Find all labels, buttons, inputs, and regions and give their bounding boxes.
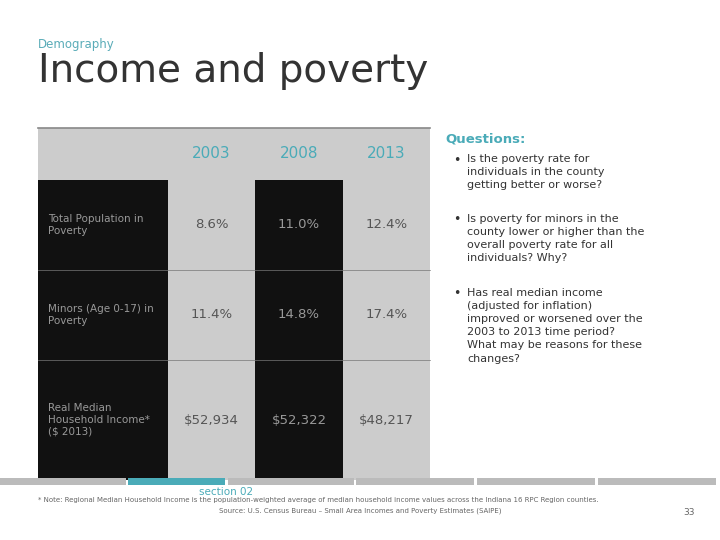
Bar <box>128 478 225 485</box>
Text: $48,217: $48,217 <box>359 414 414 427</box>
Bar <box>256 360 343 480</box>
Bar <box>256 270 343 360</box>
Text: 17.4%: 17.4% <box>365 308 408 321</box>
Bar <box>343 360 430 480</box>
Text: Is poverty for minors in the
county lower or higher than the
overall poverty rat: Is poverty for minors in the county lowe… <box>467 213 644 263</box>
Bar <box>598 478 716 485</box>
Text: 14.8%: 14.8% <box>278 308 320 321</box>
Text: Income and poverty: Income and poverty <box>38 52 428 90</box>
Text: Minors (Age 0-17) in
Poverty: Minors (Age 0-17) in Poverty <box>48 304 154 326</box>
Text: section 02: section 02 <box>199 487 253 497</box>
Bar <box>256 180 343 270</box>
Text: Total Population in
Poverty: Total Population in Poverty <box>48 214 143 236</box>
Text: •: • <box>453 287 460 300</box>
Text: * Note: Regional Median Household Income is the population-weighted average of m: * Note: Regional Median Household Income… <box>38 497 598 503</box>
Text: $52,934: $52,934 <box>184 414 239 427</box>
Bar <box>168 360 256 480</box>
Bar <box>343 128 430 180</box>
Text: Demography: Demography <box>38 38 114 51</box>
Bar <box>38 128 168 180</box>
Text: 33: 33 <box>683 508 695 517</box>
Text: 2003: 2003 <box>192 146 231 161</box>
Bar <box>38 360 168 480</box>
Bar <box>0 478 126 485</box>
Text: 11.4%: 11.4% <box>191 308 233 321</box>
Text: Source: U.S. Census Bureau – Small Area Incomes and Poverty Estimates (SAIPE): Source: U.S. Census Bureau – Small Area … <box>219 508 501 515</box>
Bar <box>343 180 430 270</box>
Bar <box>228 478 354 485</box>
Text: 8.6%: 8.6% <box>195 219 228 232</box>
Text: 2008: 2008 <box>280 146 318 161</box>
Bar <box>38 270 168 360</box>
Bar <box>356 478 474 485</box>
Text: Questions:: Questions: <box>445 132 526 145</box>
Text: •: • <box>453 154 460 167</box>
Bar <box>168 128 256 180</box>
Text: Has real median income
(adjusted for inflation)
improved or worsened over the
20: Has real median income (adjusted for inf… <box>467 287 643 363</box>
Text: Real Median
Household Income*
($ 2013): Real Median Household Income* ($ 2013) <box>48 403 150 437</box>
Text: •: • <box>453 213 460 226</box>
Bar <box>343 270 430 360</box>
Text: 11.0%: 11.0% <box>278 219 320 232</box>
Text: 2013: 2013 <box>367 146 405 161</box>
Bar <box>168 180 256 270</box>
Text: 12.4%: 12.4% <box>365 219 408 232</box>
Text: Is the poverty rate for
individuals in the county
getting better or worse?: Is the poverty rate for individuals in t… <box>467 154 605 191</box>
Bar <box>256 128 343 180</box>
Bar <box>38 180 168 270</box>
Bar <box>477 478 595 485</box>
Bar <box>168 270 256 360</box>
Text: $52,322: $52,322 <box>271 414 327 427</box>
